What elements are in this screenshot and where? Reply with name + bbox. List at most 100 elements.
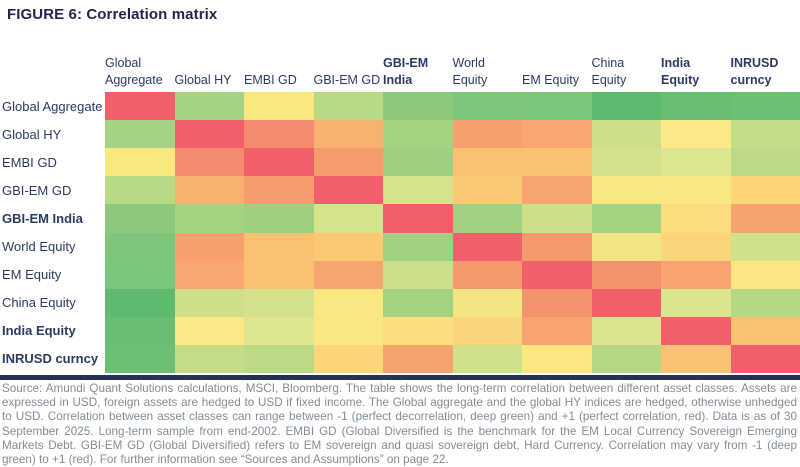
heatmap-cell — [383, 120, 453, 148]
heatmap-cell — [314, 92, 384, 120]
heatmap-cell — [453, 261, 523, 289]
row-label: India Equity — [2, 317, 103, 345]
heatmap-cell — [661, 289, 731, 317]
heatmap-cell — [175, 148, 245, 176]
source-footnote: Source: Amundi Quant Solutions calculati… — [2, 382, 797, 467]
heatmap-cell — [175, 289, 245, 317]
heatmap-cell — [731, 92, 800, 120]
heatmap-cell — [175, 176, 245, 204]
heatmap-cell — [105, 120, 175, 148]
heatmap-cell — [731, 261, 800, 289]
heatmap-cell — [244, 92, 314, 120]
heatmap-cell — [105, 289, 175, 317]
heatmap-cell — [175, 204, 245, 232]
heatmap-cell — [175, 317, 245, 345]
heatmap-cell — [175, 92, 245, 120]
heatmap-cell — [105, 92, 175, 120]
heatmap-cell — [244, 261, 314, 289]
heatmap-cell — [314, 233, 384, 261]
heatmap-cell — [661, 148, 731, 176]
heatmap-cell — [453, 204, 523, 232]
heatmap-cell — [731, 317, 800, 345]
heatmap-cell — [244, 317, 314, 345]
heatmap-cell — [105, 148, 175, 176]
heatmap-cell — [522, 148, 592, 176]
heatmap-cell — [244, 148, 314, 176]
heatmap-cell — [661, 176, 731, 204]
heatmap-cell — [592, 317, 662, 345]
heatmap-cell — [661, 120, 731, 148]
heatmap-cell — [453, 289, 523, 317]
divider-bar — [0, 375, 800, 380]
heatmap-cell — [314, 120, 384, 148]
heatmap-cell — [175, 345, 245, 373]
heatmap-cell — [522, 120, 592, 148]
heatmap-cell — [522, 345, 592, 373]
heatmap-cell — [661, 92, 731, 120]
heatmap-cell — [522, 261, 592, 289]
heatmap-cell — [453, 233, 523, 261]
heatmap-cell — [661, 345, 731, 373]
heatmap-cell — [244, 289, 314, 317]
heatmap-cell — [383, 204, 453, 232]
heatmap-cell — [522, 317, 592, 345]
heatmap-cell — [592, 289, 662, 317]
row-label: Global HY — [2, 120, 103, 148]
heatmap-cell — [105, 204, 175, 232]
heatmap-cell — [592, 204, 662, 232]
heatmap-cell — [383, 176, 453, 204]
correlation-heatmap — [105, 92, 800, 373]
heatmap-cell — [105, 345, 175, 373]
heatmap-cell — [592, 148, 662, 176]
heatmap-cell — [314, 148, 384, 176]
heatmap-cell — [522, 233, 592, 261]
figure-title: FIGURE 6: Correlation matrix — [7, 6, 217, 23]
heatmap-cell — [453, 148, 523, 176]
heatmap-cell — [592, 345, 662, 373]
heatmap-cell — [661, 233, 731, 261]
heatmap-cell — [314, 345, 384, 373]
heatmap-cell — [731, 345, 800, 373]
heatmap-cell — [175, 261, 245, 289]
heatmap-cell — [592, 120, 662, 148]
heatmap-cell — [383, 261, 453, 289]
heatmap-cell — [244, 176, 314, 204]
heatmap-cell — [314, 261, 384, 289]
column-header: GBI-EM GD — [314, 72, 384, 93]
heatmap-cell — [592, 176, 662, 204]
heatmap-cell — [522, 176, 592, 204]
heatmap-cell — [661, 317, 731, 345]
column-header: Global HY — [175, 72, 245, 93]
heatmap-cell — [314, 176, 384, 204]
heatmap-cell — [314, 289, 384, 317]
heatmap-cell — [453, 345, 523, 373]
heatmap-cell — [105, 317, 175, 345]
heatmap-cell — [175, 120, 245, 148]
row-label: GBI-EM GD — [2, 176, 103, 204]
heatmap-cell — [661, 204, 731, 232]
heatmap-cell — [175, 233, 245, 261]
heatmap-cell — [244, 204, 314, 232]
heatmap-cell — [731, 120, 800, 148]
heatmap-cell — [731, 148, 800, 176]
heatmap-cell — [592, 92, 662, 120]
row-label: World Equity — [2, 232, 103, 260]
heatmap-cell — [731, 204, 800, 232]
heatmap-cell — [522, 289, 592, 317]
column-header: EMBI GD — [244, 72, 314, 93]
heatmap-cell — [105, 261, 175, 289]
heatmap-cell — [731, 176, 800, 204]
heatmap-cell — [314, 317, 384, 345]
heatmap-cell — [383, 148, 453, 176]
heatmap-cell — [244, 120, 314, 148]
heatmap-cell — [522, 92, 592, 120]
heatmap-cell — [453, 92, 523, 120]
heatmap-cell — [731, 289, 800, 317]
